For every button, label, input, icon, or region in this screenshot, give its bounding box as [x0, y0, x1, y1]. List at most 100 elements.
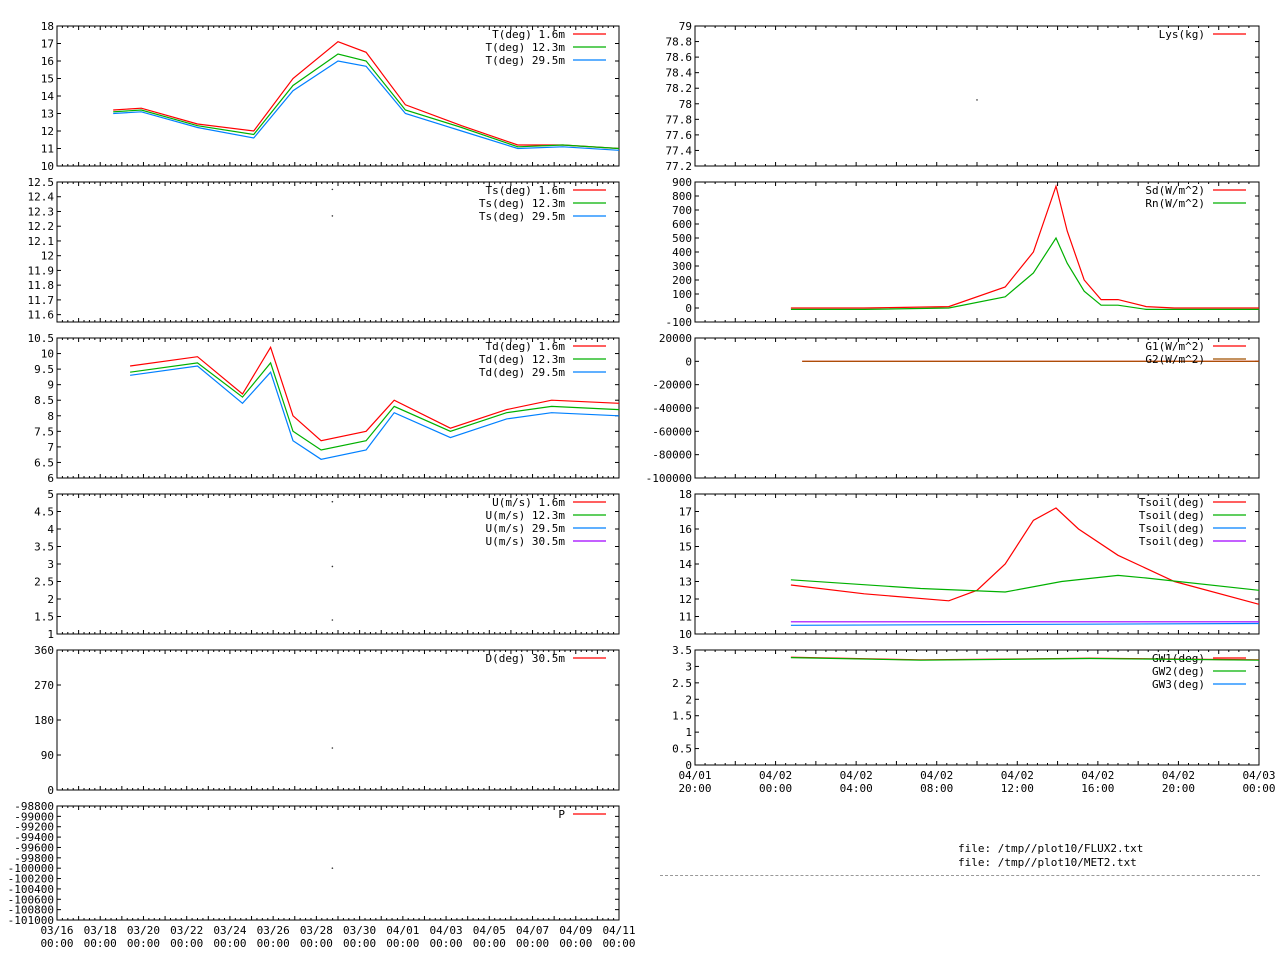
y-tick-label: -100400	[8, 883, 54, 896]
y-tick-label: 15	[679, 541, 692, 554]
y-tick-label: 77.4	[666, 144, 693, 157]
legend-label: U(m/s) 30.5m	[486, 535, 566, 548]
y-tick-label: 300	[672, 260, 692, 273]
x-tick-label: 04/03	[1242, 769, 1275, 782]
legend-label: GW2(deg)	[1152, 665, 1205, 678]
y-tick-label: 3	[685, 660, 692, 673]
series-line-1	[790, 657, 1260, 661]
x-tick-label: 00:00	[257, 937, 290, 950]
series-line-1	[790, 574, 1260, 593]
x-tick-label: 03/20	[127, 924, 160, 937]
x-tick-label: 04/02	[1081, 769, 1114, 782]
y-tick-label: -101000	[8, 914, 54, 927]
series-point-0	[331, 867, 334, 869]
x-tick-label: 03/26	[257, 924, 290, 937]
x-tick-label: 00:00	[602, 937, 635, 950]
legend-label: U(m/s) 1.6m	[492, 496, 565, 509]
y-tick-label: 12	[41, 250, 54, 263]
y-tick-label: 17	[679, 506, 692, 519]
y-tick-label: 270	[34, 679, 54, 692]
x-tick-label: 04/02	[920, 769, 953, 782]
legend-label: GW1(deg)	[1152, 652, 1205, 665]
y-tick-label: 11.6	[28, 309, 55, 322]
y-tick-label: 7	[47, 441, 54, 454]
legend-label: Ts(deg) 12.3m	[479, 197, 565, 210]
x-tick-label: 04/11	[602, 924, 635, 937]
legend-label: U(m/s) 29.5m	[486, 522, 566, 535]
series-point-1	[331, 565, 334, 568]
y-tick-label: 12.4	[28, 191, 55, 204]
legend-label: Td(deg) 12.3m	[479, 353, 565, 366]
legend-label: G1(W/m^2)	[1145, 340, 1205, 353]
y-tick-label: 11.8	[28, 279, 55, 292]
y-tick-label: 100	[672, 288, 692, 301]
y-tick-label: 2	[685, 693, 692, 706]
y-tick-label: 2.5	[34, 576, 54, 589]
y-tick-label: 16	[679, 523, 692, 536]
y-tick-label: 360	[34, 644, 54, 657]
plot-frame	[694, 25, 1260, 167]
y-tick-label: 10	[41, 348, 54, 361]
y-tick-label: 8.5	[34, 394, 54, 407]
y-tick-label: 15	[41, 73, 54, 86]
y-tick-label: 5	[47, 488, 54, 501]
y-tick-label: 14	[41, 90, 55, 103]
y-tick-label: 1	[685, 726, 692, 739]
series-line-0	[790, 507, 1260, 605]
panel-T: 10 11 12 13 14 15 16 17 18 T(deg) 1.6mT(deg) 12.3…	[41, 20, 620, 173]
series-line-1	[113, 53, 620, 150]
series-line-2	[130, 365, 620, 460]
legend-label: P	[558, 808, 565, 821]
y-tick-label: 77.2	[666, 160, 693, 173]
x-tick-label: 04/01	[678, 769, 711, 782]
y-tick-label: 11.7	[28, 294, 55, 307]
y-tick-label: 18	[679, 488, 692, 501]
panel-P: -101000-100800-100600-100400-100200-1000…	[8, 800, 636, 950]
legend-label: Sd(W/m^2)	[1145, 184, 1205, 197]
y-tick-label: 78.6	[666, 51, 693, 64]
y-tick-label: 500	[672, 232, 692, 245]
y-tick-label: -80000	[652, 449, 692, 462]
y-tick-label: 14	[679, 558, 693, 571]
x-tick-label: 04/02	[759, 769, 792, 782]
y-tick-label: 0	[685, 355, 692, 368]
y-tick-label: 200	[672, 274, 692, 287]
y-tick-label: 12.2	[28, 220, 55, 233]
x-tick-label: 00:00	[759, 782, 792, 795]
x-tick-label: 03/24	[213, 924, 246, 937]
y-tick-label: -100800	[8, 904, 54, 917]
panel-D: 0 90 180 270 360 D(deg) 30.5m	[34, 644, 620, 797]
y-tick-label: 10.5	[28, 332, 55, 345]
y-tick-label: -20000	[652, 379, 692, 392]
y-tick-label: 1	[47, 628, 54, 641]
y-tick-label: 8	[47, 410, 54, 423]
y-tick-label: 1.5	[672, 710, 692, 723]
y-tick-label: 2	[47, 593, 54, 606]
y-tick-label: -98800	[14, 800, 54, 813]
y-tick-label: 78.4	[666, 67, 693, 80]
x-tick-label: 03/30	[343, 924, 376, 937]
y-tick-label: 12.3	[28, 205, 55, 218]
series-point-0	[331, 188, 334, 191]
x-tick-label: 00:00	[473, 937, 506, 950]
panel-GW: 00.511.522.533.504/0120:0004/0200:0004/0…	[672, 644, 1275, 795]
footer-divider	[660, 875, 1260, 876]
footer-file-1: file: /tmp//plot10/FLUX2.txt	[958, 842, 1144, 855]
y-tick-label: 3	[47, 558, 54, 571]
legend-label: D(deg) 30.5m	[486, 652, 566, 665]
legend-label: Tsoil(deg)	[1139, 535, 1205, 548]
legend-label: T(deg) 12.3m	[486, 41, 566, 54]
series-line-0	[113, 41, 620, 150]
y-tick-label: 700	[672, 204, 692, 217]
x-tick-label: 04/03	[430, 924, 463, 937]
x-tick-label: 00:00	[430, 937, 463, 950]
y-tick-label: 7.5	[34, 425, 54, 438]
y-tick-label: 10	[41, 160, 54, 173]
y-tick-label: -100600	[8, 893, 54, 906]
x-tick-label: 00:00	[127, 937, 160, 950]
y-tick-label: 11	[41, 143, 54, 156]
x-tick-label: 00:00	[343, 937, 376, 950]
x-tick-label: 00:00	[559, 937, 592, 950]
